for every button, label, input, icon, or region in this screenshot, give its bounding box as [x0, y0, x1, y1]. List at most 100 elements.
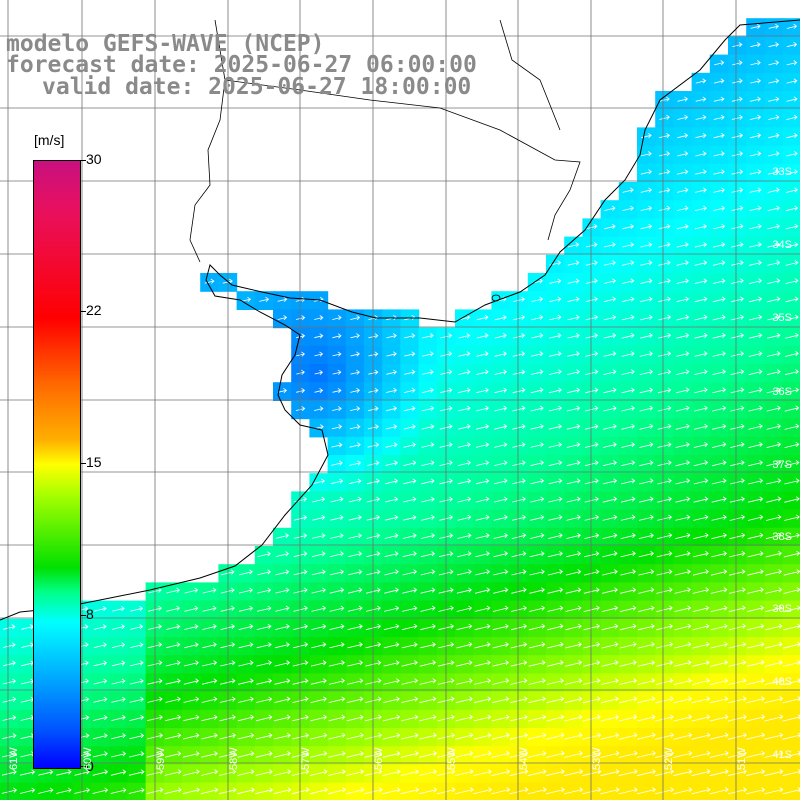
- wind-arrow: [619, 623, 637, 631]
- wind-arrow: [748, 314, 763, 321]
- wind-arrow: [712, 332, 726, 339]
- wind-arrow: [567, 314, 580, 321]
- wind-arrow: [455, 787, 474, 795]
- wind-arrow: [512, 369, 526, 375]
- wind-arrow: [766, 350, 781, 357]
- wind-arrow: [92, 787, 109, 794]
- wind-arrow: [202, 623, 217, 630]
- wind-arrow: [673, 732, 693, 740]
- wind-arrow: [491, 787, 511, 795]
- wind-arrow: [784, 387, 800, 394]
- wind-arrow: [165, 642, 181, 649]
- lat-label: 35S: [772, 312, 792, 324]
- wind-arrow: [401, 641, 418, 649]
- wind-arrow: [350, 406, 361, 412]
- wind-arrow: [549, 278, 562, 284]
- wind-arrow: [546, 659, 564, 667]
- lat-label: 41S: [772, 749, 792, 761]
- wind-arrow: [347, 678, 364, 685]
- wind-arrow: [729, 478, 745, 485]
- wind-arrow: [219, 732, 237, 740]
- wind-arrow: [475, 569, 491, 576]
- wind-arrow: [183, 678, 200, 685]
- wind-arrow: [602, 532, 618, 539]
- wind-arrow: [639, 332, 653, 339]
- wind-arrow: [274, 660, 291, 667]
- wind-arrow: [183, 660, 199, 667]
- wind-arrow: [529, 569, 545, 576]
- wind-arrow: [710, 587, 728, 594]
- wind-arrow: [604, 205, 616, 211]
- wind-arrow: [548, 369, 562, 375]
- wind-arrow: [420, 551, 436, 558]
- wind-arrow: [312, 533, 326, 539]
- wind-arrow: [620, 532, 636, 539]
- wind-arrow: [584, 478, 599, 485]
- wind-arrow: [655, 714, 674, 722]
- wind-arrow: [673, 696, 692, 704]
- wind-arrow: [712, 405, 727, 412]
- wind-arrow: [582, 750, 602, 758]
- wind-arrow: [640, 314, 653, 321]
- wind-arrow: [677, 169, 689, 175]
- wind-arrow: [494, 314, 507, 321]
- wind-arrow: [255, 714, 273, 722]
- wind-arrow: [530, 405, 544, 412]
- wind-arrow: [750, 78, 761, 84]
- wind-arrow: [729, 587, 746, 594]
- wind-arrow: [691, 678, 711, 685]
- wind-arrow: [346, 787, 365, 795]
- wind-arrow: [639, 496, 654, 503]
- wind-arrow: [657, 351, 672, 357]
- wind-arrow: [583, 587, 600, 594]
- wind-arrow: [585, 423, 599, 430]
- wind-arrow: [311, 641, 327, 649]
- wind-arrow: [509, 768, 529, 777]
- wind-arrow: [474, 623, 491, 631]
- wind-arrow: [694, 405, 708, 412]
- lat-label: 34S: [772, 239, 792, 251]
- lon-label: 52W: [663, 747, 675, 770]
- wind-arrow: [166, 605, 181, 612]
- wind-arrow: [473, 714, 492, 722]
- wind-arrow: [765, 623, 783, 631]
- lon-label: 59W: [155, 747, 167, 770]
- wind-arrow: [383, 696, 400, 703]
- wind-arrow: [657, 514, 673, 521]
- wind-arrow: [730, 423, 745, 430]
- wind-arrow: [785, 278, 799, 284]
- wind-arrow: [165, 696, 181, 703]
- wind-arrow: [184, 605, 199, 612]
- wind-arrow: [255, 787, 274, 795]
- wind-arrow: [476, 332, 489, 339]
- wind-arrow: [403, 478, 417, 485]
- wind-arrow: [1, 787, 18, 794]
- wind-arrow: [785, 260, 799, 266]
- wind-arrow: [603, 351, 617, 357]
- wind-arrow: [676, 369, 690, 375]
- wind-arrow: [530, 478, 545, 485]
- wind-arrow: [494, 387, 508, 394]
- wind-arrow: [583, 605, 600, 612]
- wind-arrow: [311, 551, 326, 558]
- wind-arrow: [603, 369, 617, 375]
- wind-arrow: [475, 478, 490, 485]
- wind-arrow: [694, 332, 708, 339]
- wind-arrow: [675, 423, 690, 430]
- wind-arrow: [493, 514, 508, 521]
- wind-arrow: [746, 787, 766, 795]
- wind-arrow: [164, 769, 182, 776]
- wind-arrow: [620, 514, 636, 521]
- wind-arrow: [332, 315, 342, 321]
- wind-arrow: [602, 514, 618, 521]
- wind-arrow: [709, 768, 729, 777]
- forecast-date: forecast date: 2025-06-27 06:00:00: [6, 52, 477, 78]
- wind-arrow: [673, 659, 692, 667]
- wind-arrow: [567, 369, 581, 375]
- wind-arrow: [732, 60, 743, 66]
- wind-arrow: [329, 587, 345, 594]
- wind-arrow: [621, 441, 636, 448]
- wind-arrow: [328, 678, 346, 685]
- wind-arrow: [640, 242, 653, 248]
- wind-arrow: [456, 641, 473, 649]
